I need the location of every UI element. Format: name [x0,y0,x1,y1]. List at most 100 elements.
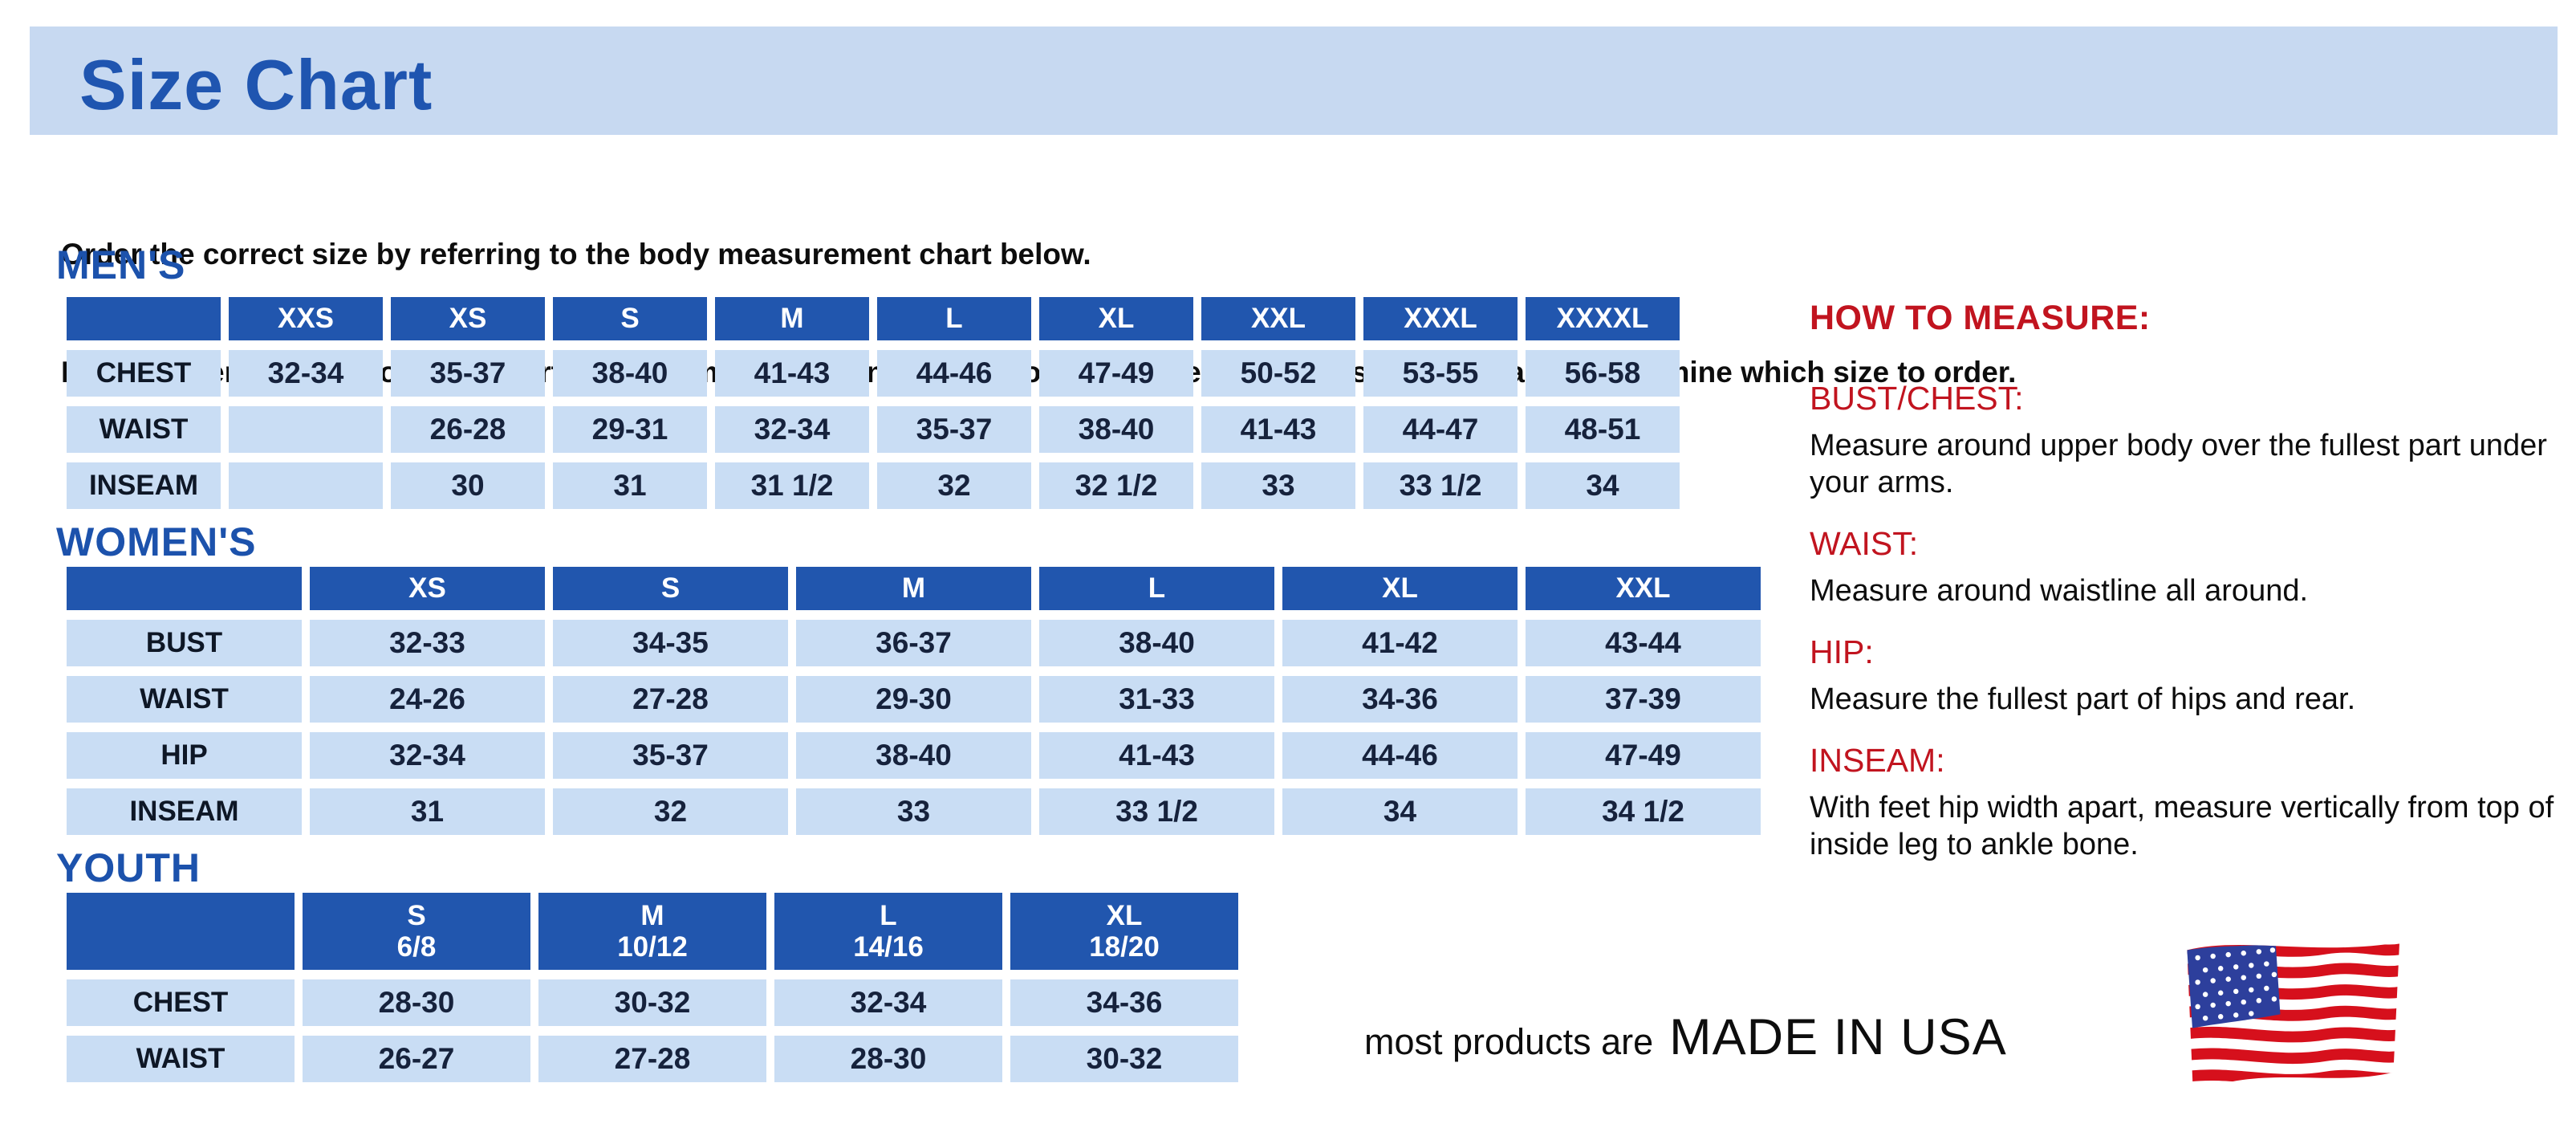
size-value-cell: 28-30 [303,979,530,1026]
size-column-header: S [553,297,707,340]
size-value-cell: 35-37 [877,406,1031,453]
measure-item-label: WAIST: [1810,525,1919,562]
size-column-header: XL [1039,297,1193,340]
size-value-cell: 32-34 [774,979,1002,1026]
measurement-row-label: WAIST [67,406,221,453]
table-row: BUST 32-33 34-35 36-37 38-40 41-42 43-44 [67,620,1761,666]
measure-item-text: Measure the fullest part of hips and rea… [1810,682,2356,716]
made-in-usa-text: MADE IN USA [1669,1009,2007,1065]
size-column-header: L 14/16 [774,893,1002,970]
size-value-cell: 34-36 [1010,979,1238,1026]
table-row: WAIST 26-27 27-28 28-30 30-32 [67,1036,1238,1082]
table-row: WAIST 24-26 27-28 29-30 31-33 34-36 37-39 [67,676,1761,723]
measurement-row-label: INSEAM [67,462,221,509]
size-value-cell: 41-43 [1201,406,1355,453]
size-column-header: XXL [1526,567,1761,610]
size-column-header: M [796,567,1031,610]
size-value-cell: 33 [796,788,1031,835]
size-column-header: XS [310,567,545,610]
size-column-header: S 6/8 [303,893,530,970]
youth-size-table: S 6/8 M 10/12 L 14/16 XL 18/20 CHEST 28-30 30-… [59,883,1246,1092]
measurement-row-label: WAIST [67,676,302,723]
measure-item-label: INSEAM: [1810,742,1945,779]
size-column-header: XXXL [1363,297,1518,340]
table-row: HIP 32-34 35-37 38-40 41-43 44-46 47-49 [67,732,1761,779]
corner-cell [67,297,221,340]
how-to-measure-title: HOW TO MEASURE: [1810,299,2151,337]
size-value-cell: 48-51 [1526,406,1680,453]
table-row: CHEST 28-30 30-32 32-34 34-36 [67,979,1238,1026]
size-value-cell [229,462,383,509]
size-value-cell: 34 [1282,788,1518,835]
how-to-measure-section: HOW TO MEASURE: BUST/CHEST: Measure aroun… [1810,299,2576,887]
size-value-cell: 43-44 [1526,620,1761,666]
page-banner: Size Chart [30,26,2558,135]
size-value-cell: 38-40 [796,732,1031,779]
header-row: XXS XS S M L XL XXL XXXL XXXXL [67,297,1680,340]
section-title-womens: WOMEN'S [56,519,257,564]
size-value-cell: 28-30 [774,1036,1002,1082]
size-value-cell: 31 [553,462,707,509]
size-value-cell: 30-32 [538,979,766,1026]
mens-size-table: XXS XS S M L XL XXL XXXL XXXXL CHEST 32-34 35-37 38-… [59,287,1688,519]
size-value-cell: 32 [553,788,788,835]
size-value-cell: 27-28 [538,1036,766,1082]
size-column-header: XL [1282,567,1518,610]
size-value-cell [229,406,383,453]
size-value-cell: 27-28 [553,676,788,723]
size-value-cell: 24-26 [310,676,545,723]
header-row: XS S M L XL XXL [67,567,1761,610]
size-value-cell: 36-37 [796,620,1031,666]
us-flag-icon [2187,942,2400,1094]
size-value-cell: 34-35 [553,620,788,666]
measurement-row-label: CHEST [67,350,221,397]
size-value-cell: 31-33 [1039,676,1274,723]
size-column-header: XL 18/20 [1010,893,1238,970]
measure-item-label: HIP: [1810,633,1874,670]
size-value-cell: 32 1/2 [1039,462,1193,509]
size-value-cell: 41-43 [715,350,869,397]
size-value-cell: 34-36 [1282,676,1518,723]
size-column-header: L [877,297,1031,340]
size-value-cell: 32-34 [310,732,545,779]
size-value-cell: 38-40 [1039,620,1274,666]
section-title-youth: YOUTH [56,845,201,890]
size-value-cell: 35-37 [391,350,545,397]
size-value-cell: 41-42 [1282,620,1518,666]
womens-size-table: XS S M L XL XXL BUST 32-33 34-35 36-37 38-40 41-42 4… [59,557,1769,845]
table-row: INSEAM 30 31 31 1/2 32 32 1/2 33 33 1/2 34 [67,462,1680,509]
size-value-cell: 33 1/2 [1363,462,1518,509]
measurement-row-label: INSEAM [67,788,302,835]
table-row: WAIST 26-28 29-31 32-34 35-37 38-40 41-43 44-47… [67,406,1680,453]
size-value-cell: 44-46 [1282,732,1518,779]
size-value-cell: 53-55 [1363,350,1518,397]
intro-line-1: Order the correct size by referring to t… [61,238,1091,271]
measurement-row-label: BUST [67,620,302,666]
size-column-header: M 10/12 [538,893,766,970]
size-column-header: S [553,567,788,610]
size-value-cell: 44-47 [1363,406,1518,453]
size-value-cell: 38-40 [553,350,707,397]
size-value-cell: 33 1/2 [1039,788,1274,835]
how-to-measure-items: BUST/CHEST: Measure around upper body ove… [1810,380,2576,863]
size-value-cell: 32-34 [229,350,383,397]
size-column-header: XXS [229,297,383,340]
footer-prefix-text: most products are [1364,1021,1654,1062]
made-in-usa-line: most products are MADE IN USA [1364,1008,2007,1066]
size-column-header: M [715,297,869,340]
size-value-cell: 35-37 [553,732,788,779]
size-value-cell: 29-30 [796,676,1031,723]
size-value-cell: 32-34 [715,406,869,453]
size-value-cell: 30 [391,462,545,509]
section-title-mens: MEN'S [56,242,186,287]
measure-item-text: Measure around waistline all around. [1810,574,2309,608]
table-row: CHEST 32-34 35-37 38-40 41-43 44-46 47-49 50-52… [67,350,1680,397]
size-value-cell: 26-27 [303,1036,530,1082]
size-value-cell: 26-28 [391,406,545,453]
size-column-header: XXL [1201,297,1355,340]
size-value-cell: 56-58 [1526,350,1680,397]
size-column-header: XS [391,297,545,340]
size-value-cell: 30-32 [1010,1036,1238,1082]
measurement-row-label: WAIST [67,1036,295,1082]
